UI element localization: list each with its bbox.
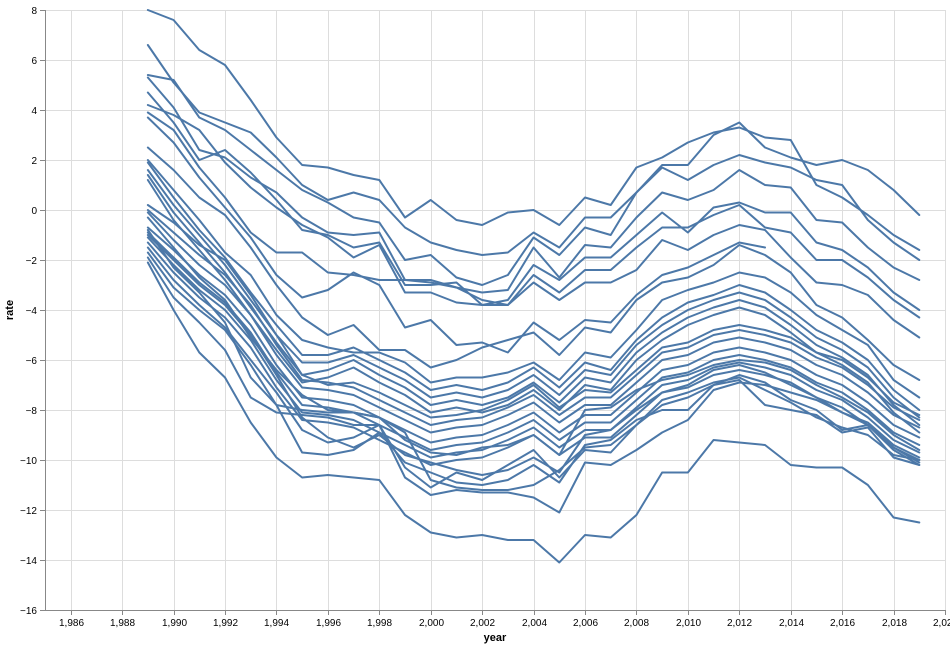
series-line-28 xyxy=(146,256,921,514)
series-line-4 xyxy=(146,76,921,294)
x-tick-label: 1,996 xyxy=(316,618,341,629)
series-line-23 xyxy=(146,234,921,476)
series-line-10 xyxy=(146,159,921,399)
series-line-20 xyxy=(146,236,921,459)
x-tick-label: 2,012 xyxy=(727,618,752,629)
y-tick-label: 8 xyxy=(31,6,37,17)
y-tick-label: 2 xyxy=(31,156,37,167)
x-tick-label: 2,000 xyxy=(419,618,444,629)
x-tick-label: 1,990 xyxy=(162,618,187,629)
series-line-19 xyxy=(146,231,921,451)
y-tick-label: −4 xyxy=(26,306,38,317)
y-tick-label: −12 xyxy=(20,506,37,517)
x-tick-label: 2,010 xyxy=(676,618,701,629)
series-line-2 xyxy=(146,44,921,256)
series-line-11 xyxy=(146,161,921,411)
y-tick-label: −16 xyxy=(20,606,37,617)
y-tick-label: −14 xyxy=(20,556,37,567)
y-tick-label: 0 xyxy=(31,206,37,217)
x-axis: 1,986 1,988 1,990 1,992 1,994 1,996 1,998 2,000… xyxy=(45,610,950,629)
y-axis: 8 6 4 2 0 −2 −4 −6 −8 −10 −12 −14 −16 xyxy=(20,6,46,617)
x-tick-label: 1,988 xyxy=(110,618,135,629)
series-lines xyxy=(146,9,921,564)
series-line-7 xyxy=(146,111,921,339)
series-line-18 xyxy=(146,226,921,444)
series-line-1 xyxy=(146,9,921,251)
series-line-9 xyxy=(146,146,921,381)
x-tick-label: 1,986 xyxy=(59,618,84,629)
series-line-26 xyxy=(146,261,921,564)
y-tick-label: −8 xyxy=(26,406,38,417)
x-tick-label: 2,006 xyxy=(573,618,598,629)
series-line-5 xyxy=(146,91,921,311)
series-line-8 xyxy=(146,116,766,354)
x-tick-label: 1,994 xyxy=(264,618,289,629)
y-tick-label: 4 xyxy=(31,106,37,117)
x-tick-label: 2,014 xyxy=(779,618,804,629)
series-line-16 xyxy=(146,209,921,426)
series-line-3 xyxy=(146,74,921,286)
series-line-14 xyxy=(146,179,921,434)
series-line-27 xyxy=(146,229,921,491)
series-line-24 xyxy=(146,216,921,456)
series-line-6 xyxy=(146,104,921,319)
series-line-15 xyxy=(146,204,921,419)
x-tick-label: 2,008 xyxy=(624,618,649,629)
y-tick-label: −10 xyxy=(20,456,37,467)
x-tick-label: 2,016 xyxy=(830,618,855,629)
series-line-17 xyxy=(146,211,921,434)
x-tick-label: 2,018 xyxy=(882,618,907,629)
series-line-25 xyxy=(146,246,921,489)
y-tick-label: −6 xyxy=(26,356,38,367)
x-tick-label: 1,998 xyxy=(367,618,392,629)
x-tick-label: 2,004 xyxy=(522,618,547,629)
x-tick-label: 2,020 xyxy=(933,618,950,629)
x-tick-label: 1,992 xyxy=(213,618,238,629)
x-axis-title: year xyxy=(484,632,507,644)
y-tick-label: −2 xyxy=(26,256,38,267)
series-line-13 xyxy=(146,174,921,426)
x-tick-label: 2,002 xyxy=(470,618,495,629)
y-axis-title: rate xyxy=(4,300,16,320)
y-tick-label: 6 xyxy=(31,56,37,67)
